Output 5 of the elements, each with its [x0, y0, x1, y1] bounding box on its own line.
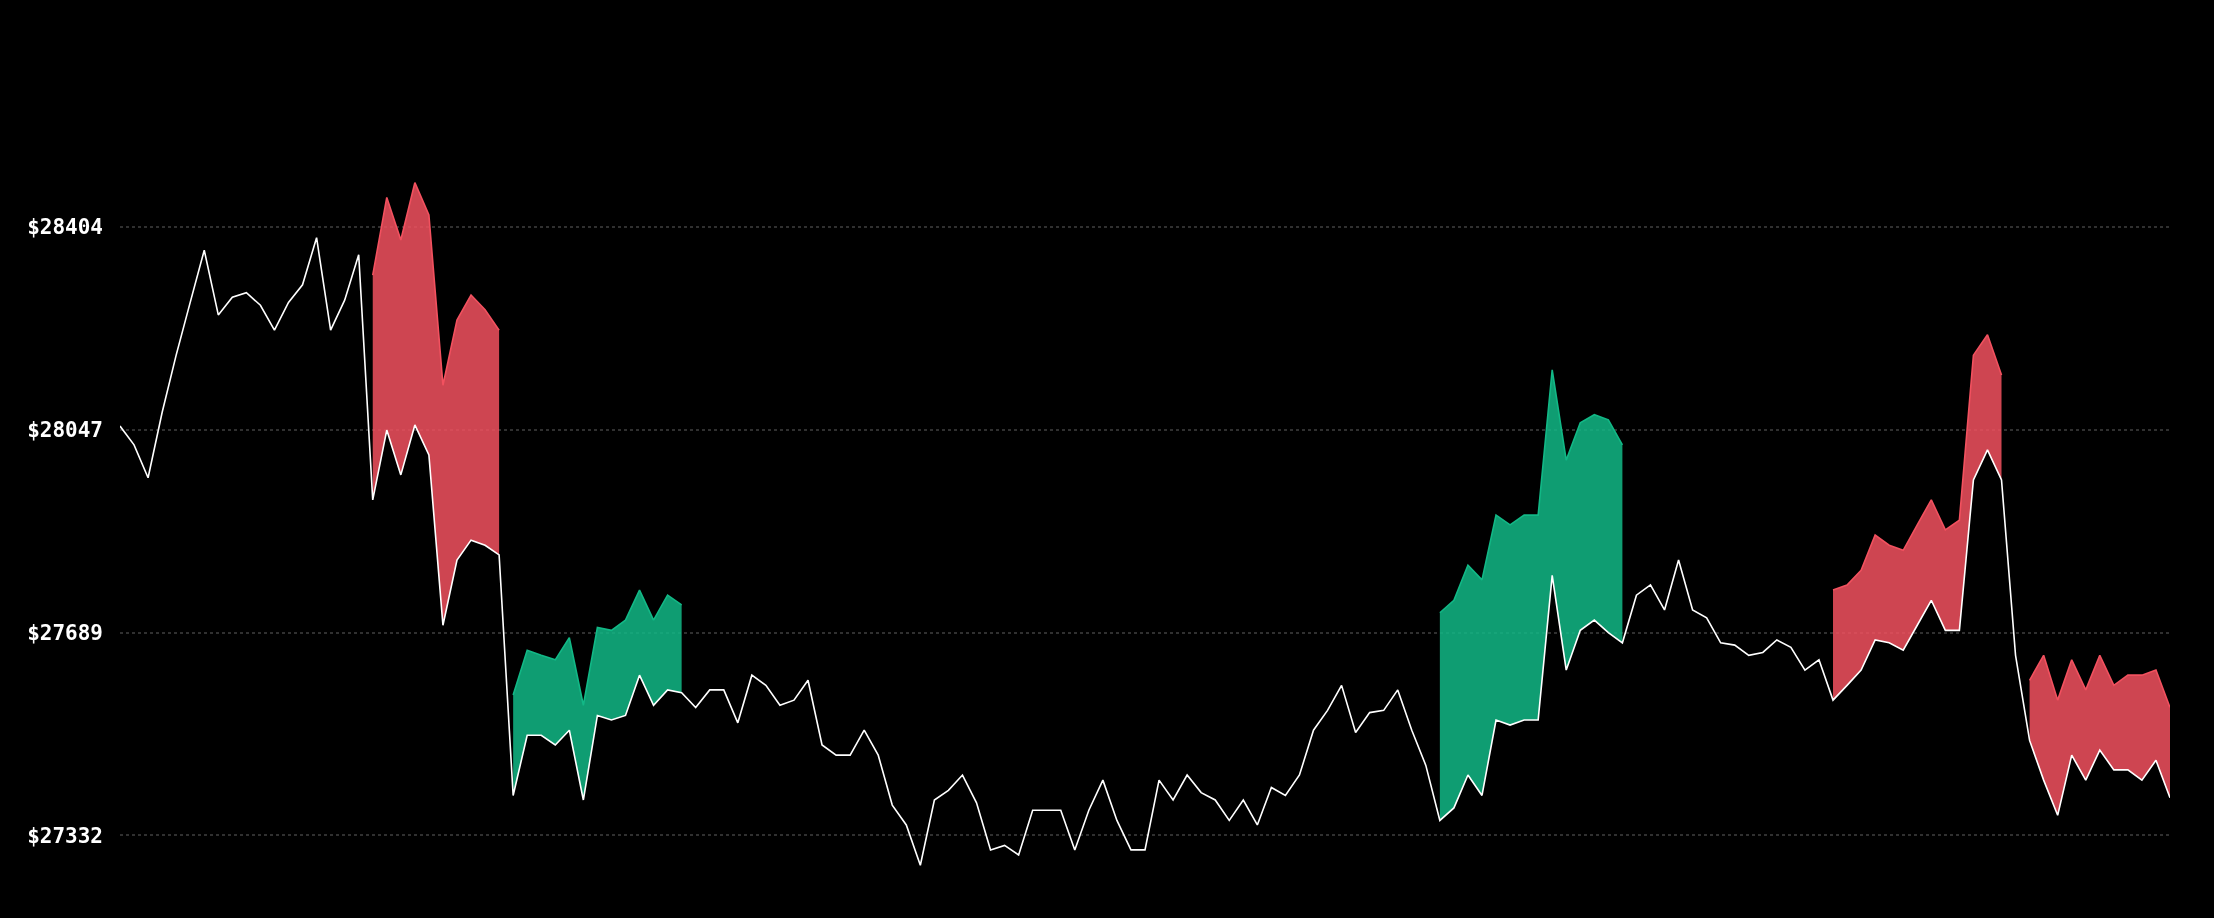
- y-tick-label: $27332: [27, 823, 103, 848]
- line-series: [120, 236, 2170, 867]
- y-tick-label: $27689: [27, 620, 103, 645]
- y-tick-label: $28404: [27, 215, 103, 240]
- y-tick-label: $28047: [27, 417, 103, 442]
